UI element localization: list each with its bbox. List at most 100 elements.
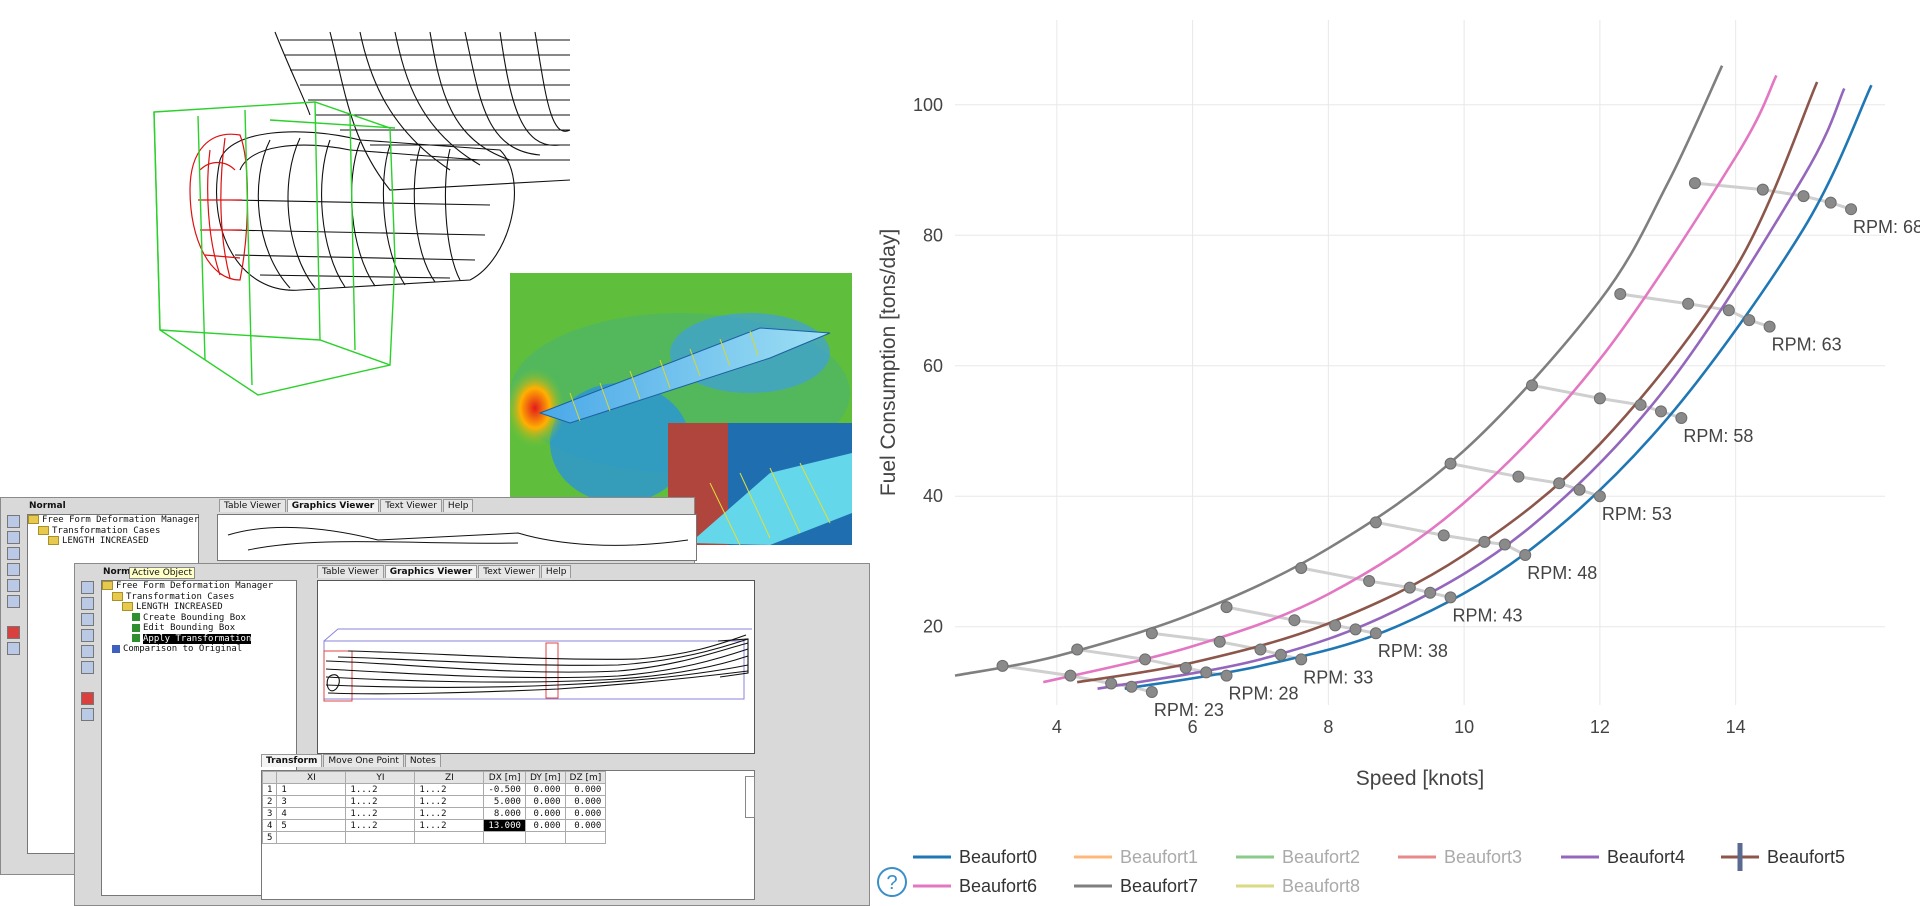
- y-tick-label: 40: [923, 486, 943, 506]
- window-header-label: Norm: [103, 567, 131, 577]
- transform-table-container[interactable]: XI YI ZI DX [m] DY [m] DZ [m] 1 1 1...2 1..…: [261, 770, 755, 900]
- tab-graphics-viewer[interactable]: Graphics Viewer: [384, 565, 478, 578]
- rpm-marker: [1213, 635, 1226, 648]
- chart-gridlines: [955, 20, 1885, 705]
- tree-item[interactable]: Free Form Deformation Manager: [102, 581, 296, 592]
- legend-label: Beaufort7: [1120, 876, 1198, 896]
- tree-item[interactable]: LENGTH INCREASED: [102, 602, 296, 613]
- x-tick-label: 14: [1726, 717, 1746, 737]
- y-tick-label: 80: [923, 225, 943, 245]
- graphics-viewport[interactable]: [317, 580, 755, 754]
- bottom-tabs[interactable]: Transform Move One Point Notes: [261, 754, 442, 767]
- viewer-tabs[interactable]: Table Viewer Graphics Viewer Text Viewer He…: [219, 499, 474, 512]
- legend-item-beaufort1[interactable]: Beaufort1: [1074, 847, 1198, 867]
- rpm-marker: [1763, 320, 1776, 333]
- help-icon[interactable]: ?: [877, 867, 907, 897]
- tree-item[interactable]: Create Bounding Box: [102, 613, 296, 624]
- legend-item-beaufort3[interactable]: Beaufort3: [1398, 847, 1522, 867]
- rpm-marker: [1519, 548, 1532, 561]
- column-header[interactable]: ZI: [414, 771, 485, 784]
- rpm-marker: [1220, 669, 1233, 682]
- column-header[interactable]: XI: [276, 771, 347, 784]
- legend-label: Beaufort2: [1282, 847, 1360, 867]
- rpm-marker: [1593, 392, 1606, 405]
- column-header[interactable]: YI: [345, 771, 416, 784]
- rpm-marker: [1675, 411, 1688, 424]
- vertical-toolbar[interactable]: [7, 512, 20, 658]
- legend-item-beaufort6[interactable]: Beaufort6: [913, 876, 1037, 896]
- legend-item-beaufort8[interactable]: Beaufort8: [1236, 876, 1360, 896]
- y-tick-label: 60: [923, 356, 943, 376]
- series-line-beaufort7: [954, 65, 1724, 677]
- vertical-toolbar[interactable]: [81, 578, 94, 724]
- axis-ticks: 4 6 8 10 12 14 20 40 60 80 100: [913, 95, 1746, 737]
- rpm-marker: [1295, 653, 1308, 666]
- rpm-marker: [1444, 591, 1457, 604]
- tree-item-selected[interactable]: Apply Transformation: [102, 633, 296, 644]
- rpm-marker: [1145, 685, 1158, 698]
- legend-item-beaufort2[interactable]: Beaufort2: [1236, 847, 1360, 867]
- legend-item-beaufort5[interactable]: Beaufort5: [1721, 843, 1845, 871]
- tab-graphics-viewer[interactable]: Graphics Viewer: [286, 499, 380, 512]
- x-tick-label: 6: [1188, 717, 1198, 737]
- rpm-label: RPM: 48: [1527, 563, 1597, 583]
- tree-item[interactable]: LENGTH INCREASED: [28, 536, 198, 547]
- rpm-marker: [1593, 490, 1606, 503]
- tab-help[interactable]: Help: [442, 499, 474, 512]
- chart-legend[interactable]: Beaufort0 Beaufort1 Beaufort2 Beaufort3 Beau…: [913, 843, 1845, 896]
- rpm-marker: [1614, 288, 1627, 300]
- table-row[interactable]: 3 4 1...2 1...2 8.000 0.000 0.000: [262, 807, 607, 820]
- transform-table[interactable]: XI YI ZI DX [m] DY [m] DZ [m] 1 1 1...2 1..…: [262, 771, 607, 844]
- rpm-marker: [1145, 627, 1158, 640]
- rpm-marker: [1179, 661, 1192, 674]
- help-icon-glyph: ?: [886, 872, 897, 894]
- table-row[interactable]: 2 3 1...2 1...2 5.000 0.000 0.000: [262, 795, 607, 808]
- legend-item-beaufort7[interactable]: Beaufort7: [1074, 876, 1198, 896]
- legend-label: Beaufort1: [1120, 847, 1198, 867]
- tab-notes[interactable]: Notes: [404, 754, 441, 767]
- rpm-marker: [1369, 627, 1382, 640]
- series-line-beaufort4: [1097, 87, 1846, 690]
- rpm-marker: [1064, 669, 1077, 682]
- object-tree[interactable]: Free Form Deformation Manager Transforma…: [101, 580, 297, 896]
- series-line-beaufort0: [1124, 84, 1873, 690]
- table-row[interactable]: 4 5 1...2 1...2 13.000 0.000 0.000: [262, 819, 607, 832]
- tree-item[interactable]: Edit Bounding Box: [102, 623, 296, 634]
- rpm-marker: [1125, 680, 1138, 693]
- rpm-marker: [1722, 304, 1735, 317]
- tab-transform[interactable]: Transform: [261, 754, 323, 767]
- tab-text-viewer[interactable]: Text Viewer: [380, 499, 442, 512]
- rpm-marker: [1824, 196, 1837, 209]
- rpm-label: RPM: 28: [1229, 684, 1299, 704]
- tree-item[interactable]: Free Form Deformation Manager: [28, 515, 199, 526]
- series-line-beaufort5: [1076, 81, 1819, 684]
- rpm-marker: [1512, 470, 1525, 483]
- viewer-tabs[interactable]: Table Viewer Graphics Viewer Text Viewer He…: [317, 565, 572, 578]
- rpm-marker: [1200, 666, 1213, 679]
- rpm-marker: [1743, 314, 1756, 327]
- graphics-viewport-back[interactable]: [217, 514, 697, 561]
- tree-item[interactable]: Transformation Cases: [28, 525, 198, 537]
- rpm-marker: [1139, 653, 1152, 666]
- tab-table-viewer[interactable]: Table Viewer: [317, 565, 384, 578]
- tree-item[interactable]: Comparison to Original: [102, 644, 296, 655]
- tab-table-viewer[interactable]: Table Viewer: [219, 499, 286, 512]
- table-scrollbar[interactable]: [745, 776, 755, 818]
- rpm-label: RPM: 68: [1853, 217, 1920, 237]
- table-row[interactable]: 5: [262, 831, 607, 844]
- legend-item-beaufort4[interactable]: Beaufort4: [1561, 847, 1685, 867]
- column-header[interactable]: DY [m]: [524, 771, 566, 784]
- column-header[interactable]: DX [m]: [483, 771, 526, 784]
- legend-item-beaufort0[interactable]: Beaufort0: [913, 847, 1037, 867]
- rpm-marker: [1682, 297, 1695, 310]
- tab-help[interactable]: Help: [540, 565, 572, 578]
- ffd-manager-window-front: Norm Active Object Free Form Deformation…: [74, 563, 870, 906]
- tree-item[interactable]: Transformation Cases: [102, 591, 296, 603]
- rpm-marker: [1478, 535, 1491, 548]
- column-header[interactable]: DZ [m]: [564, 771, 607, 784]
- hull-wireframe-image: [153, 31, 571, 396]
- table-row[interactable]: 1 1 1...2 1...2 -0.500 0.000 0.000: [262, 783, 607, 796]
- tab-text-viewer[interactable]: Text Viewer: [478, 565, 540, 578]
- tab-move-one-point[interactable]: Move One Point: [323, 754, 404, 767]
